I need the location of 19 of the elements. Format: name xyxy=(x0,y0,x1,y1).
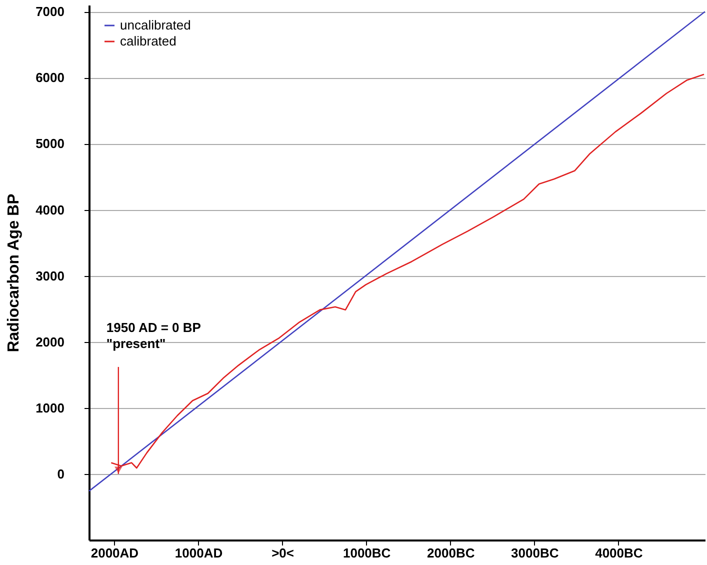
y-tick-label: 5000 xyxy=(36,136,64,152)
x-tick-label: 2000AD xyxy=(90,546,139,560)
x-tick-label: 1000BC xyxy=(342,546,392,560)
x-tick-label: 4000BC xyxy=(595,546,644,560)
y-axis-title: Radiocarbon Age BP xyxy=(6,193,23,352)
x-tick-label: >0< xyxy=(272,546,294,560)
y-tick-label: 2000 xyxy=(36,334,64,350)
x-tick-label: 1000AD xyxy=(174,546,223,560)
y-tick-label: 0 xyxy=(57,466,64,482)
y-tick-label: 3000 xyxy=(36,268,64,284)
annotation: 1950 AD = 0 BP "present" xyxy=(106,320,202,351)
legend-label: uncalibrated xyxy=(120,18,191,32)
y-tick-label: 6000 xyxy=(36,70,64,86)
x-tick-label: 3000BC xyxy=(511,546,560,560)
x-tick-label: 2000BC xyxy=(427,546,476,560)
y-tick-label: 7000 xyxy=(36,4,64,20)
y-tick-label: 4000 xyxy=(36,202,64,218)
legend-label: calibrated xyxy=(120,34,176,48)
y-tick-label: 1000 xyxy=(36,400,64,416)
